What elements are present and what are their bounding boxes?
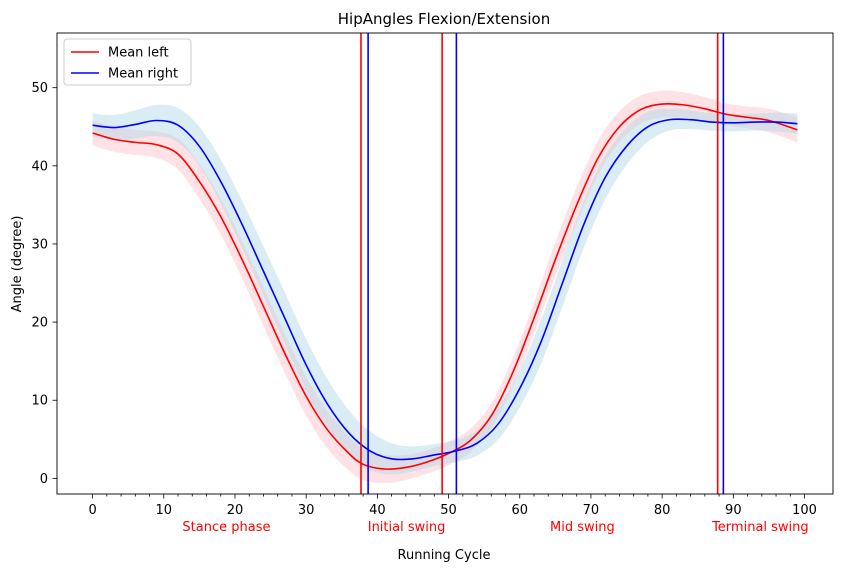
x-tick-label: 30 [298, 503, 315, 518]
x-tick-label: 90 [725, 503, 742, 518]
x-tick-label: 60 [511, 503, 528, 518]
axes-frame [56, 32, 834, 495]
phase-label: Initial swing [368, 520, 446, 535]
y-tick-label: 30 [31, 237, 48, 252]
chart-title: HipAngles Flexion/Extension [338, 10, 550, 28]
legend-label-left: Mean left [108, 46, 169, 61]
x-tick-label: 80 [654, 503, 671, 518]
y-tick-label: 50 [31, 81, 48, 96]
x-axis-label: Running Cycle [398, 548, 491, 563]
phase-label: Terminal swing [711, 520, 809, 535]
legend: Mean left Mean right [63, 38, 192, 86]
x-tick-label: 40 [369, 503, 386, 518]
x-tick-label: 100 [792, 503, 817, 518]
y-tick-label: 10 [31, 394, 48, 409]
series-line-right [92, 118, 798, 461]
x-tick-label: 70 [583, 503, 600, 518]
x-tick-label: 0 [88, 503, 96, 518]
phase-label: Stance phase [182, 520, 270, 535]
x-tick-label: 10 [156, 503, 173, 518]
y-axis-label: Angle (degree) [10, 216, 25, 313]
x-tick-label: 20 [227, 503, 244, 518]
y-tick-label: 20 [31, 316, 48, 331]
series-line-left [92, 102, 798, 470]
y-tick-label: 40 [31, 159, 48, 174]
y-tick-label: 0 [40, 472, 48, 487]
phase-label: Mid swing [550, 520, 615, 535]
x-tick-label: 50 [440, 503, 457, 518]
legend-label-right: Mean right [108, 67, 178, 82]
plot-area: 0 10 20 30 40 50 60 70 80 90 100 0 10 20 30 40 50 Stance … [31, 32, 834, 535]
